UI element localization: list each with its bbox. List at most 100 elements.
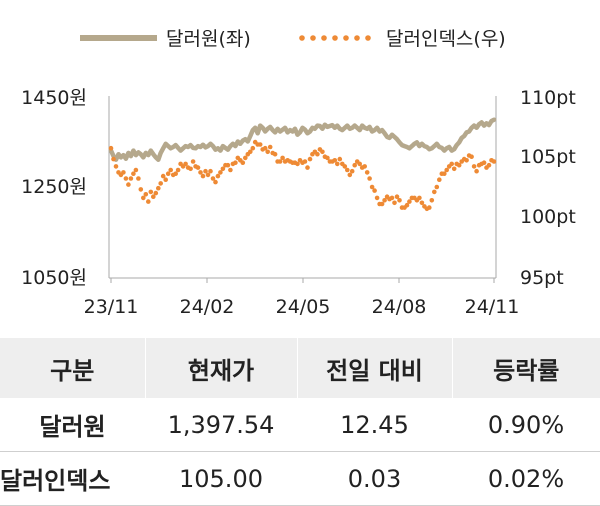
x-tick-label: 24/05 — [276, 296, 331, 318]
data-point-dxy — [228, 167, 233, 173]
data-point-dxy — [225, 162, 231, 168]
data-point-dxy — [464, 158, 469, 163]
legend-dot — [310, 35, 316, 41]
header-change: 전일 대비 — [296, 338, 452, 398]
data-point-dxy — [307, 156, 313, 162]
x-axis-ticks — [110, 278, 495, 283]
y-left-tick-label: 1450원 — [21, 87, 87, 109]
data-point-dxy — [295, 161, 300, 167]
x-tick-label: 24/11 — [465, 296, 520, 318]
cell-change: 12.45 — [297, 398, 452, 452]
data-point-dxy — [437, 177, 442, 182]
data-point-dxy — [121, 170, 126, 175]
data-point-dxy — [347, 172, 353, 178]
data-point-dxy — [200, 173, 206, 179]
data-point-dxy — [364, 170, 370, 175]
data-point-dxy — [302, 159, 308, 164]
data-point-dxy — [417, 195, 422, 201]
data-point-dxy — [213, 179, 218, 185]
data-point-dxy — [218, 170, 223, 175]
legend-dot — [332, 35, 338, 41]
data-point-dxy — [392, 200, 397, 206]
table-row: 달러원 1,397.54 12.45 0.90% — [0, 398, 600, 452]
data-point-dxy — [325, 155, 330, 161]
data-point-dxy — [220, 166, 226, 172]
data-point-dxy — [126, 182, 131, 187]
series-dxy — [108, 139, 497, 212]
data-point-dxy — [404, 202, 410, 208]
data-point-dxy — [394, 194, 400, 199]
data-point-dxy — [108, 145, 114, 151]
data-point-dxy — [203, 168, 208, 174]
cell-change: 0.03 — [297, 451, 452, 506]
data-point-dxy — [175, 167, 181, 173]
legend-dot — [299, 35, 305, 41]
data-point-dxy — [362, 164, 368, 169]
data-point-dxy — [267, 144, 273, 150]
legend-label-dxy: 달러인덱스(우) — [386, 28, 506, 50]
data-point-dxy — [198, 170, 203, 175]
data-point-dxy — [337, 156, 343, 162]
data-point-dxy — [305, 165, 310, 170]
data-point-dxy — [168, 167, 173, 173]
data-point-dxy — [190, 159, 196, 164]
y-right-tick-label: 105pt — [520, 146, 576, 168]
data-point-dxy — [123, 176, 129, 181]
data-point-dxy — [143, 192, 149, 197]
data-point-dxy — [432, 189, 437, 195]
data-point-dxy — [165, 171, 171, 176]
data-point-dxy — [332, 158, 338, 163]
data-point-dxy — [151, 194, 156, 199]
data-point-dxy — [419, 200, 425, 206]
data-point-dxy — [210, 176, 216, 181]
x-tick-label: 23/11 — [84, 296, 139, 318]
data-point-dxy — [335, 161, 340, 167]
data-point-dxy — [215, 173, 221, 179]
data-point-dxy — [320, 149, 325, 155]
data-point-dxy — [315, 151, 320, 157]
data-point-dxy — [160, 173, 166, 179]
legend-label-usdkrw: 달러원(좌) — [166, 28, 251, 50]
data-point-dxy — [280, 155, 285, 161]
data-point-dxy — [243, 155, 248, 161]
data-point-dxy — [352, 162, 358, 168]
header-price: 현재가 — [144, 338, 297, 398]
y-left-tick-label: 1250원 — [21, 176, 87, 198]
data-point-dxy — [113, 164, 119, 169]
cell-price: 105.00 — [145, 451, 297, 506]
data-point-dxy — [156, 185, 161, 191]
header-category: 구분 — [0, 338, 145, 398]
table-header-row: 구분 현재가 전일 대비 등락률 — [0, 338, 600, 398]
data-point-dxy — [153, 190, 159, 196]
data-point-dxy — [471, 164, 477, 169]
data-point-dxy — [449, 161, 455, 167]
data-point-dxy — [474, 168, 479, 174]
data-point-dxy — [372, 188, 377, 193]
data-point-dxy — [407, 199, 412, 204]
data-point-dxy — [342, 164, 348, 169]
data-point-dxy — [277, 159, 283, 164]
data-point-dxy — [195, 165, 201, 170]
data-point-dxy — [265, 149, 271, 155]
data-point-dxy — [367, 176, 372, 181]
data-point-dxy — [444, 167, 450, 173]
data-point-dxy — [379, 201, 385, 207]
data-point-dxy — [349, 168, 355, 174]
legend-dot — [321, 35, 327, 41]
cell-price: 1,397.54 — [145, 398, 297, 452]
data-point-dxy — [257, 142, 263, 147]
data-point-dxy — [141, 195, 146, 201]
y-right-tick-label: 100pt — [520, 206, 576, 228]
data-point-dxy — [486, 162, 492, 168]
row-label: 달러인덱스 — [0, 451, 145, 506]
data-point-dxy — [250, 145, 256, 151]
legend-dot — [365, 35, 371, 41]
row-label: 달러원 — [0, 398, 145, 452]
legend-dot — [343, 35, 349, 41]
data-point-dxy — [248, 149, 253, 155]
legend-dot — [354, 35, 360, 41]
data-point-dxy — [456, 162, 462, 168]
x-tick-label: 24/08 — [372, 296, 427, 318]
chart: 달러원(좌) 달러인덱스(우) 1450원 1250원 1050원 110pt … — [21, 28, 576, 318]
data-point-dxy — [369, 184, 375, 190]
